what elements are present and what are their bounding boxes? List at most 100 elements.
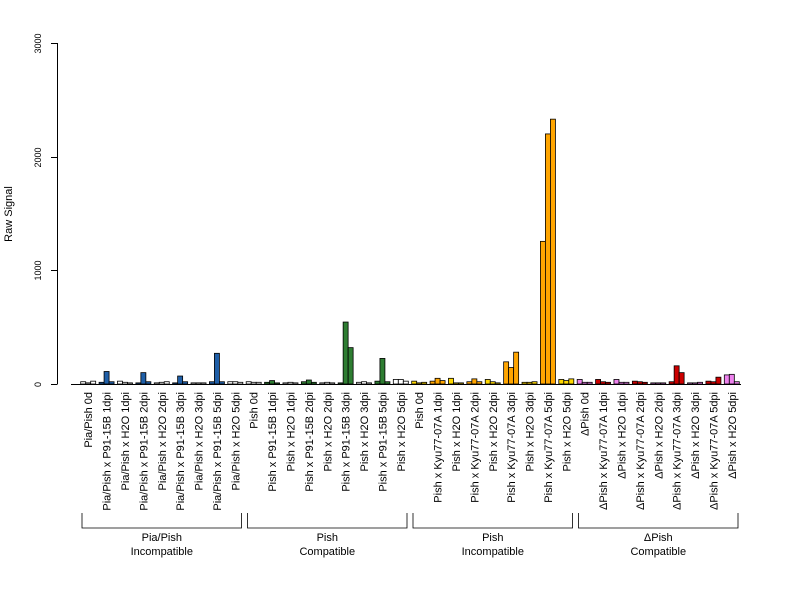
bar (576, 379, 583, 385)
bar (660, 382, 667, 385)
x-tick-label: Pish x P91-15B 1dpi (267, 392, 279, 492)
bar (710, 381, 717, 385)
bar (545, 133, 551, 385)
group-label-line2: Incompatible (131, 546, 193, 558)
bar (329, 382, 336, 385)
bar (177, 375, 184, 385)
x-tick-label: Pish x Kyu77-07A 1dpi (433, 392, 445, 503)
bar (200, 382, 207, 385)
bar (80, 381, 87, 385)
y-axis-label: Raw Signal (3, 186, 15, 242)
x-tick-label: Pish 0d (414, 392, 426, 429)
x-tick-label: Pish x H2O 3dpi (525, 392, 537, 471)
bar (613, 379, 620, 385)
bar (250, 381, 257, 385)
bar (366, 382, 372, 385)
bar (540, 240, 546, 385)
bar (227, 381, 234, 385)
bar (650, 382, 657, 385)
x-tick-label: Pish x Kyu77-07A 5dpi (543, 392, 555, 503)
bar (411, 380, 418, 385)
bar (715, 376, 722, 385)
x-tick-label: Pia/Pish x P91-15B 3dpi (175, 392, 187, 511)
bar (723, 374, 730, 385)
bar (255, 381, 262, 385)
bar (421, 381, 428, 385)
bar (728, 373, 735, 385)
bar (494, 382, 501, 385)
bar (668, 381, 675, 385)
bar (623, 381, 630, 385)
bar (379, 358, 386, 385)
bar (209, 381, 215, 385)
x-tick-label: Pish 0d (249, 392, 261, 429)
x-tick-label: Pish x H2O 5dpi (561, 392, 573, 471)
bar (429, 380, 436, 385)
y-tick-label: 0 (33, 382, 43, 387)
bar (550, 118, 556, 385)
bar (85, 382, 92, 385)
bar (342, 321, 349, 385)
x-tick-label: Pish x P91-15B 3dpi (341, 392, 353, 492)
bar (453, 382, 459, 385)
bar (384, 381, 391, 385)
x-tick-label: Pia/Pish x H2O 1dpi (120, 392, 132, 490)
bar (361, 381, 367, 385)
bar (140, 372, 147, 385)
group-label-line2: Incompatible (462, 546, 524, 558)
bar (108, 381, 115, 385)
x-tick-label: Pish x H2O 2dpi (322, 392, 334, 471)
x-tick-label: ΔPish x H2O 1dpi (616, 392, 628, 479)
bar (484, 379, 491, 385)
group-label-line1: ΔPish (644, 532, 673, 544)
bar (439, 380, 446, 385)
bar (476, 381, 483, 385)
bar (692, 382, 698, 385)
bar (237, 381, 244, 385)
x-tick-label: Pish x P91-15B 5dpi (377, 392, 389, 492)
x-tick-label: Pish x H2O 1dpi (285, 392, 297, 471)
bar (305, 379, 312, 385)
bar (103, 371, 110, 385)
x-tick-label: Pia/Pish x P91-15B 5dpi (212, 392, 224, 511)
bar (310, 381, 317, 385)
bar (356, 381, 362, 385)
group-brackets: Pia/Pish Incompatible Pish Compatible Pish In… (81, 513, 739, 558)
group-label-line2: Compatible (630, 546, 686, 558)
bar (397, 379, 404, 385)
bar (489, 381, 496, 385)
x-tick-label: ΔPish x Kyu77-07A 2dpi (635, 392, 647, 510)
bar (631, 380, 638, 385)
group-label-line2: Compatible (299, 546, 355, 558)
x-tick-label: ΔPish 0d (580, 392, 592, 436)
bar (287, 381, 294, 385)
group-bracket (81, 513, 242, 529)
x-tick-label: ΔPish x H2O 2dpi (653, 392, 665, 479)
bar (90, 380, 97, 385)
bar (673, 365, 680, 385)
bar (274, 382, 280, 385)
bar (122, 381, 128, 385)
bar (733, 381, 740, 385)
axis-layer: 0 1000 2000 3000 (33, 33, 741, 387)
bars-layer (80, 118, 740, 385)
bar (503, 361, 510, 385)
bar (466, 381, 473, 385)
bar (513, 351, 520, 385)
bar (145, 381, 152, 385)
bar (526, 381, 533, 385)
x-tick-label: Pia/Pish 0d (83, 392, 95, 448)
x-tick-label: Pia/Pish x H2O 3dpi (194, 392, 206, 490)
bar (245, 381, 252, 385)
bar (153, 382, 160, 385)
bar (282, 382, 289, 385)
bar (214, 352, 220, 385)
bar (678, 372, 685, 385)
group-label-line1: Pia/Pish (142, 532, 182, 544)
bar (158, 381, 165, 385)
bar (232, 381, 239, 385)
x-tick-label: Pia/Pish x H2O 2dpi (157, 392, 169, 490)
bar (618, 381, 625, 385)
group-label-line1: Pish (317, 532, 338, 544)
bar (448, 377, 454, 385)
